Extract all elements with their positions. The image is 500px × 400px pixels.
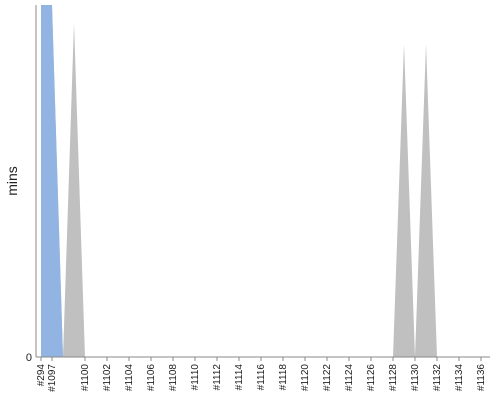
x-tick-label: #1126 (366, 364, 377, 392)
series-area-3 (41, 43, 481, 357)
series-area-2 (41, 5, 481, 357)
x-tick-label: #1100 (80, 364, 91, 392)
y-ticks: 0 (26, 352, 32, 364)
x-tick-label: #1112 (212, 364, 223, 391)
x-tick-label: #1114 (234, 364, 245, 391)
x-tick-label: #1108 (168, 364, 179, 392)
y-tick-label: 0 (26, 352, 32, 364)
x-tick-label: #1120 (300, 364, 311, 392)
x-tick-label: #1097 (47, 364, 58, 392)
x-tick-label: #1110 (190, 364, 201, 391)
x-ticks: #294 #1097 #1100 #1102 #1104 #1106 #1108 #1110 #… (36, 357, 487, 392)
x-tick-label: #1104 (124, 364, 135, 392)
x-tick-label: #1118 (278, 364, 289, 391)
x-tick-label: #1124 (344, 364, 355, 392)
x-tick-label: #1132 (432, 364, 443, 392)
series-area-1 (41, 5, 481, 357)
x-tick-label: #1130 (410, 364, 421, 392)
x-tick-label: #1122 (322, 364, 333, 392)
x-tick-label: #1116 (256, 364, 267, 391)
x-tick-label: #1134 (454, 364, 465, 392)
x-tick-label: #1136 (476, 364, 487, 392)
y-axis-label: mins (4, 166, 20, 196)
x-tick-label: #1106 (146, 364, 157, 392)
series-layer (41, 5, 481, 357)
x-tick-label: #1102 (102, 364, 113, 392)
x-tick-label: #1128 (388, 364, 399, 392)
x-tick-label: #294 (36, 364, 47, 387)
